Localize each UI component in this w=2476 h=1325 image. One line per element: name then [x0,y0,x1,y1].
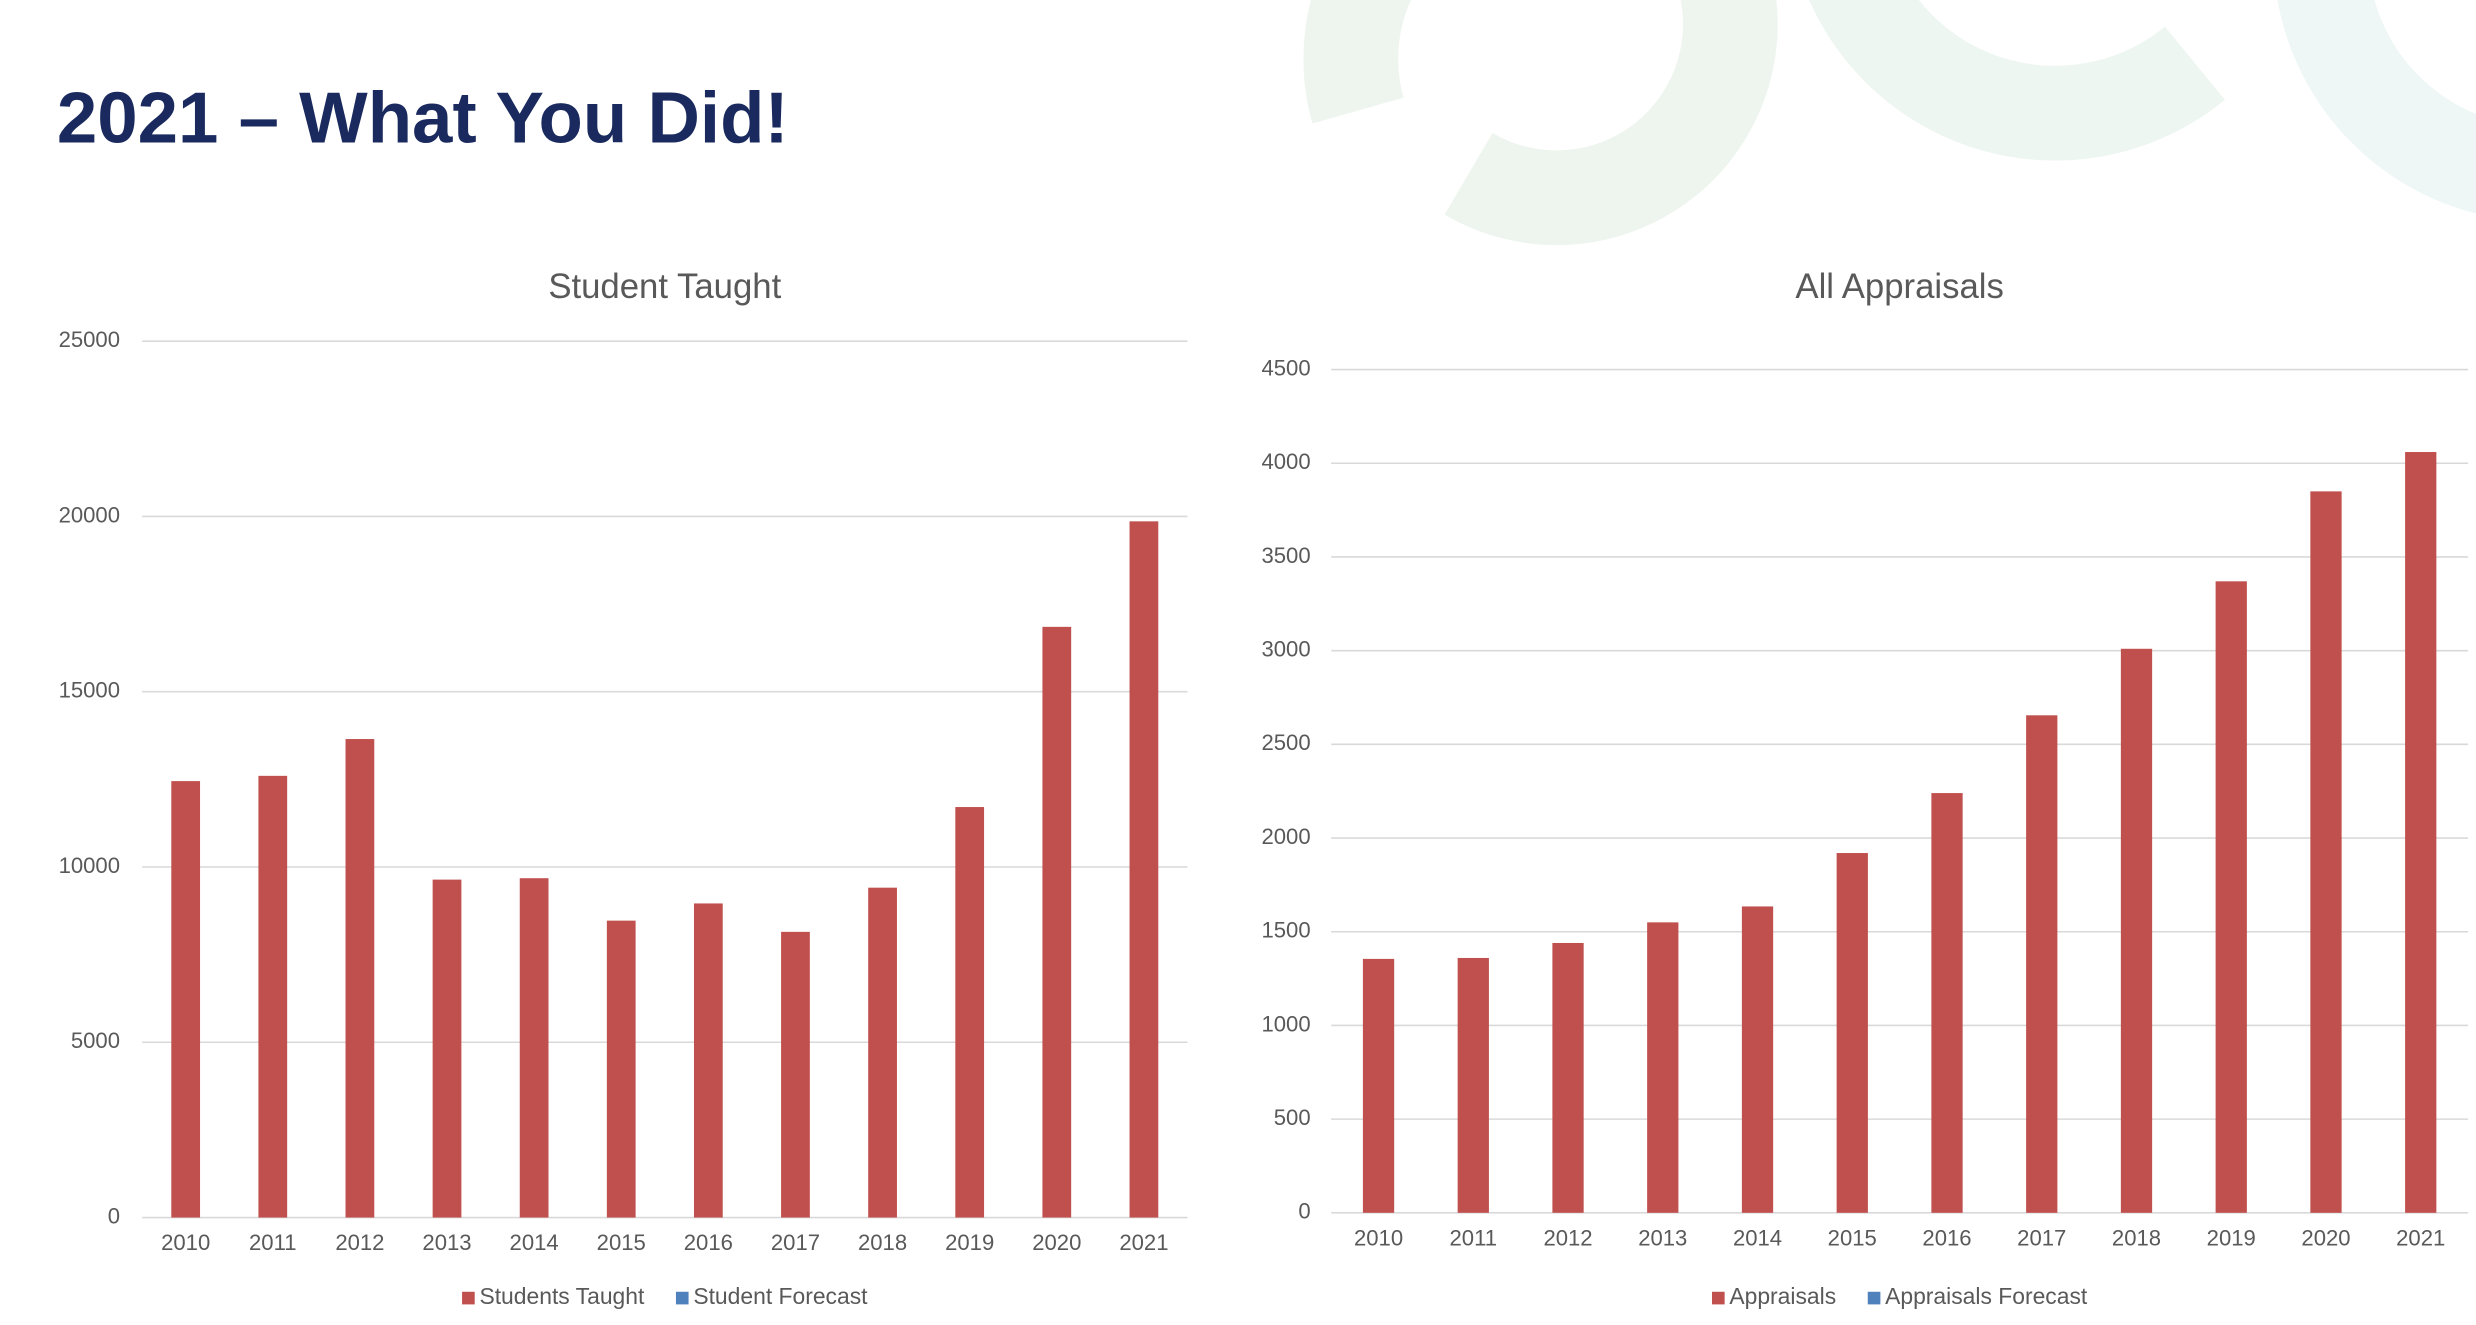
bar [955,807,985,1218]
y-tick-label: 10000 [59,853,120,878]
x-tick-label: 2021 [1119,1230,1168,1255]
deco-arc [1809,0,2225,161]
x-tick-label: 2011 [1450,1225,1498,1250]
x-tick-label: 2013 [1638,1225,1687,1250]
x-tick-label: 2018 [2112,1225,2161,1250]
legend-label: Appraisals [1729,1283,1836,1309]
bar [1552,942,1584,1213]
bar [1129,521,1159,1218]
y-tick-label: 20000 [59,502,120,527]
y-tick-label: 25000 [59,327,120,352]
deco-arc [2277,0,2476,214]
deco-arc [1444,0,1778,246]
legend-swatch [675,1291,689,1305]
x-tick-label: 2010 [1354,1225,1403,1250]
bar [1457,957,1489,1213]
x-tick-label: 2021 [2396,1225,2445,1250]
y-tick-label: 4500 [1261,355,1310,380]
x-tick-label: 2019 [2207,1225,2256,1250]
bar [2026,715,2058,1213]
x-tick-label: 2015 [1828,1225,1877,1250]
x-tick-label: 2020 [2301,1225,2350,1250]
legend-label: Student Forecast [693,1283,868,1309]
deco-arc [1303,0,1412,124]
x-tick-label: 2015 [597,1230,646,1255]
legend-label: Students Taught [479,1283,645,1309]
bar [606,920,636,1218]
y-tick-label: 3000 [1261,637,1310,662]
background-decoration [1303,0,2476,246]
y-tick-label: 1500 [1261,918,1310,943]
bar [1931,793,1963,1213]
y-tick-label: 0 [1298,1199,1310,1224]
bar [2405,452,2437,1213]
x-tick-label: 2017 [2017,1225,2066,1250]
y-tick-label: 500 [1274,1105,1311,1130]
legend-label: Appraisals Forecast [1885,1283,2088,1309]
y-tick-label: 5000 [71,1028,120,1053]
bar [258,775,288,1218]
y-tick-label: 1000 [1261,1011,1310,1036]
bar [2310,491,2342,1213]
x-tick-label: 2019 [945,1230,994,1255]
bar [2120,648,2153,1213]
bar [345,739,375,1218]
x-tick-label: 2017 [771,1230,820,1255]
bar [1042,626,1072,1218]
chart-title: All Appraisals [1795,268,2003,306]
x-tick-label: 2012 [1543,1225,1592,1250]
bar [1741,906,1774,1213]
y-tick-label: 15000 [59,678,120,703]
x-tick-label: 2012 [335,1230,384,1255]
x-tick-label: 2014 [510,1230,559,1255]
x-tick-label: 2013 [422,1230,471,1255]
bar [1647,922,1679,1213]
bar [868,887,897,1218]
chart-title: Student Taught [548,268,781,306]
slide-title: 2021 – What You Did! [57,77,789,158]
bar [432,879,462,1218]
y-tick-label: 4000 [1261,449,1310,474]
x-tick-label: 2014 [1733,1225,1782,1250]
bar [1362,958,1395,1213]
x-tick-label: 2011 [249,1230,297,1255]
x-tick-label: 2020 [1032,1230,1081,1255]
legend-swatch [1711,1291,1725,1305]
x-tick-label: 2010 [161,1230,210,1255]
y-tick-label: 2500 [1261,730,1310,755]
x-tick-label: 2016 [1922,1225,1971,1250]
y-tick-label: 3500 [1261,543,1310,568]
bar [693,903,723,1218]
bar [519,878,549,1218]
y-tick-label: 0 [108,1203,120,1228]
y-tick-label: 2000 [1261,824,1310,849]
x-tick-label: 2016 [684,1230,733,1255]
legend-swatch [462,1291,475,1305]
bar [2215,581,2247,1213]
bar [1836,853,1868,1213]
x-tick-label: 2018 [858,1230,907,1255]
legend-swatch [1867,1291,1881,1305]
bar [781,931,810,1218]
bar [171,781,201,1218]
